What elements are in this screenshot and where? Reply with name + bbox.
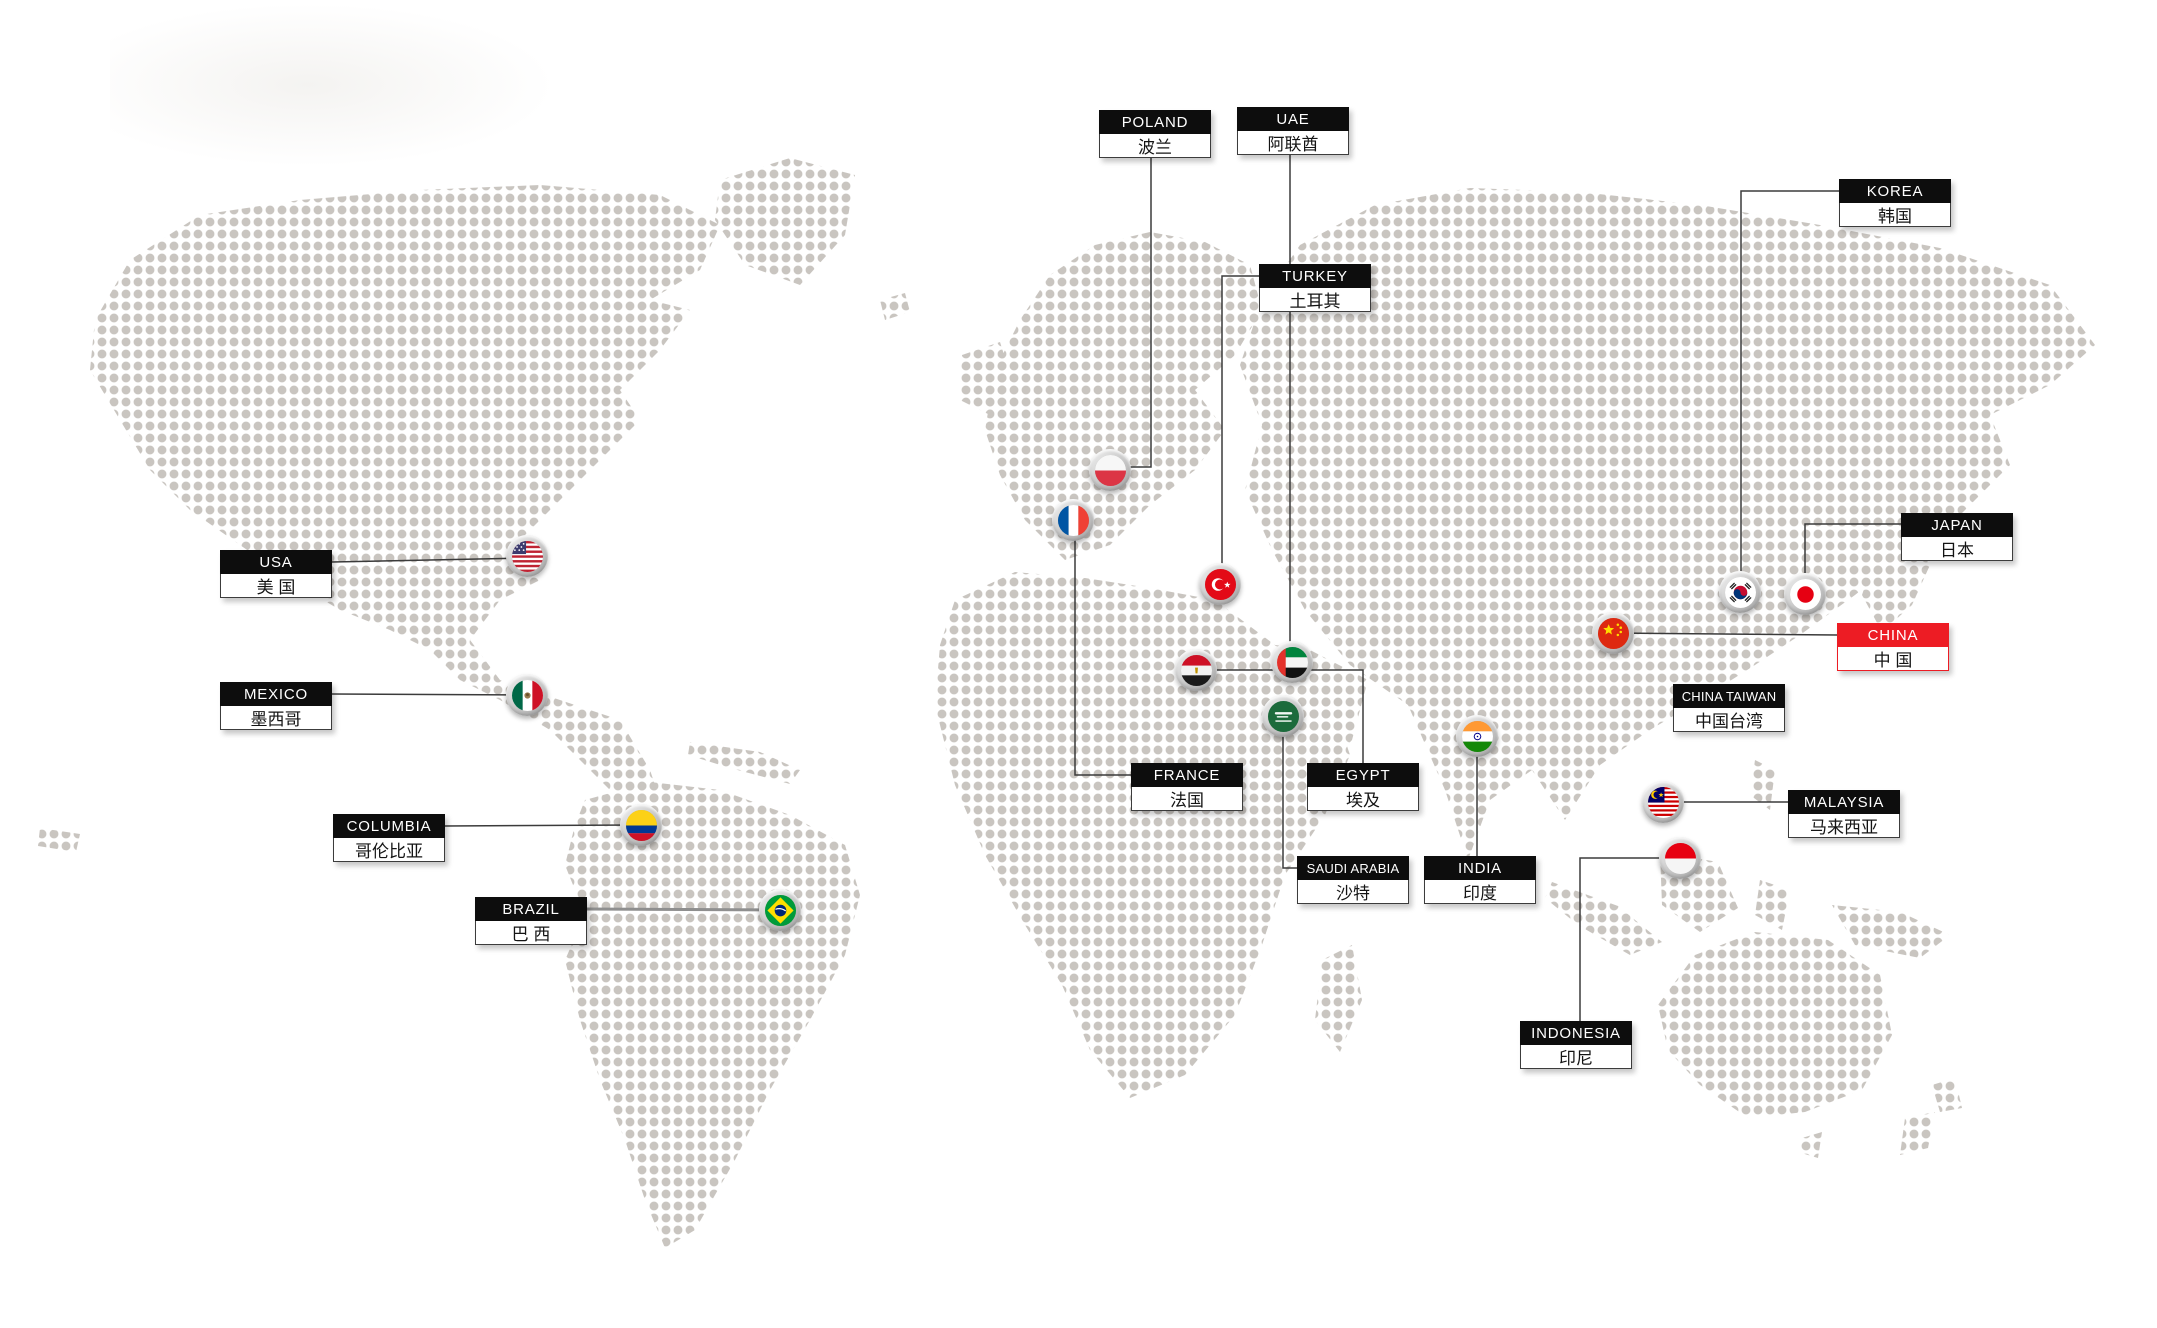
usa-flag-marker: [506, 535, 548, 577]
korea-flag-icon: [1724, 576, 1756, 608]
country-name-zh: 波兰: [1099, 134, 1211, 158]
japan-flag-marker: [1784, 573, 1826, 615]
china-flag-marker: [1592, 612, 1634, 654]
country-name-en: UAE: [1237, 107, 1349, 131]
country-label-columbia: COLUMBIA 哥伦比亚: [333, 814, 445, 862]
connector-line-france: [1074, 520, 1131, 776]
country-name-en: KOREA: [1839, 179, 1951, 203]
country-label-usa: USA 美 国: [220, 550, 332, 598]
country-name-zh: 韩国: [1839, 203, 1951, 227]
country-name-en: INDIA: [1424, 856, 1536, 880]
france-flag-icon: [1057, 504, 1089, 536]
country-name-en: BRAZIL: [475, 897, 587, 921]
saudi-arabia-flag-marker: [1262, 695, 1304, 737]
country-name-en: CHINA: [1837, 623, 1949, 647]
connector-line-korea: [1740, 190, 1839, 592]
country-name-en: COLUMBIA: [333, 814, 445, 838]
mexico-flag-marker: [506, 674, 548, 716]
egypt-flag-marker: [1175, 649, 1217, 691]
india-flag-icon: [1461, 720, 1493, 752]
country-name-zh: 阿联酋: [1237, 131, 1349, 155]
country-name-en: SAUDI ARABIA: [1297, 856, 1409, 880]
country-name-zh: 土耳其: [1259, 288, 1371, 312]
country-label-indonesia: INDONESIA 印尼: [1520, 1021, 1632, 1069]
country-name-zh: 日本: [1901, 537, 2013, 561]
japan-flag-icon: [1789, 578, 1821, 610]
country-name-en: CHINA TAIWAN: [1673, 684, 1785, 708]
country-label-poland: POLAND 波兰: [1099, 110, 1211, 158]
connector-line-indonesia: [1579, 857, 1680, 1021]
country-label-egypt: EGYPT 埃及: [1307, 763, 1419, 811]
country-name-zh: 埃及: [1307, 787, 1419, 811]
brazil-flag-icon: [764, 894, 796, 926]
connector-line-turkey: [1221, 275, 1259, 584]
saudi-arabia-flag-icon: [1267, 700, 1299, 732]
country-label-japan: JAPAN 日本: [1901, 513, 2013, 561]
country-name-en: EGYPT: [1307, 763, 1419, 787]
country-name-zh: 法国: [1131, 787, 1243, 811]
country-name-en: TURKEY: [1259, 264, 1371, 288]
turkey-flag-marker: [1199, 563, 1241, 605]
country-label-china-taiwan: CHINA TAIWAN 中国台湾: [1673, 684, 1785, 732]
country-label-brazil: BRAZIL 巴 西: [475, 897, 587, 945]
country-label-saudi-arabia: SAUDI ARABIA 沙特: [1297, 856, 1409, 904]
connector-line-egypt: [1196, 669, 1364, 763]
china-flag-icon: [1597, 617, 1629, 649]
france-flag-marker: [1052, 499, 1094, 541]
colombia-flag-icon: [625, 809, 657, 841]
korea-flag-marker: [1719, 571, 1761, 613]
country-name-zh: 马来西亚: [1788, 814, 1900, 838]
uae-flag-marker: [1271, 641, 1313, 683]
country-name-zh: 印度: [1424, 880, 1536, 904]
country-name-zh: 印尼: [1520, 1045, 1632, 1069]
country-label-uae: UAE 阿联酋: [1237, 107, 1349, 155]
country-label-turkey: TURKEY 土耳其: [1259, 264, 1371, 312]
country-name-en: USA: [220, 550, 332, 574]
country-label-mexico: MEXICO 墨西哥: [220, 682, 332, 730]
connector-line-china: [1612, 632, 1838, 636]
poland-flag-marker: [1089, 449, 1131, 491]
country-name-zh: 哥伦比亚: [333, 838, 445, 862]
malaysia-flag-icon: [1647, 786, 1679, 818]
uae-flag-icon: [1276, 646, 1308, 678]
country-name-en: POLAND: [1099, 110, 1211, 134]
country-name-zh: 巴 西: [475, 921, 587, 945]
country-name-en: JAPAN: [1901, 513, 2013, 537]
country-name-zh: 中 国: [1837, 647, 1949, 671]
malaysia-flag-marker: [1642, 781, 1684, 823]
country-label-korea: KOREA 韩国: [1839, 179, 1951, 227]
connector-line-columbia: [444, 824, 642, 827]
country-name-zh: 沙特: [1297, 880, 1409, 904]
india-flag-marker: [1456, 715, 1498, 757]
country-label-china: CHINA 中 国: [1837, 623, 1949, 671]
connector-line-poland: [1112, 158, 1152, 468]
country-name-en: MEXICO: [220, 682, 332, 706]
columbia-flag-marker: [620, 804, 662, 846]
country-name-en: FRANCE: [1131, 763, 1243, 787]
poland-flag-icon: [1094, 454, 1126, 486]
connector-line-mexico: [331, 693, 528, 696]
mexico-flag-icon: [511, 679, 543, 711]
country-name-zh: 美 国: [220, 574, 332, 598]
country-name-zh: 墨西哥: [220, 706, 332, 730]
connector-line-brazil: [586, 907, 781, 912]
country-label-france: FRANCE 法国: [1131, 763, 1243, 811]
brazil-flag-marker: [759, 889, 801, 931]
country-name-en: INDONESIA: [1520, 1021, 1632, 1045]
country-label-malaysia: MALAYSIA 马来西亚: [1788, 790, 1900, 838]
indonesia-flag-marker: [1659, 837, 1701, 879]
connector-line-usa: [331, 557, 528, 563]
egypt-flag-icon: [1180, 654, 1212, 686]
country-label-india: INDIA 印度: [1424, 856, 1536, 904]
usa-flag-icon: [511, 540, 543, 572]
connector-line-saudi-arabia: [1282, 716, 1297, 869]
turkey-flag-icon: [1204, 568, 1236, 600]
indonesia-flag-icon: [1664, 842, 1696, 874]
connector-line-japan: [1804, 523, 1901, 594]
country-name-zh: 中国台湾: [1673, 708, 1785, 732]
country-name-en: MALAYSIA: [1788, 790, 1900, 814]
